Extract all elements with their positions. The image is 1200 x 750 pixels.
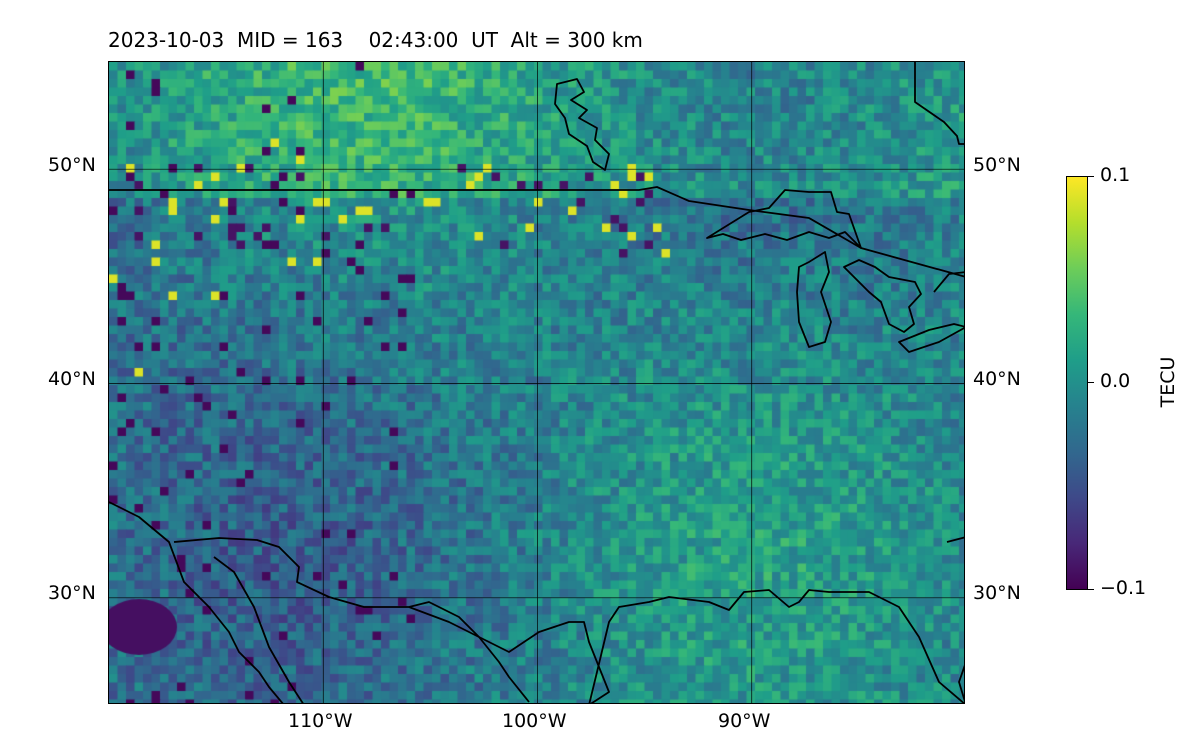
map-overlay (109, 62, 964, 703)
hudson-bay-coast (914, 62, 964, 145)
colorbar-label-max: 0.1 (1100, 164, 1131, 186)
gulf-coast-east (588, 589, 964, 703)
colorbar-label-min: −0.1 (1100, 577, 1147, 599)
lat-label-right-40: 40°N (973, 368, 1021, 390)
colorbar-tick-zero (1088, 382, 1094, 384)
lake-huron-coastline (843, 259, 922, 333)
mainland-mexico-coast (173, 537, 530, 703)
lon-label-90w: 90°W (718, 710, 771, 732)
lat-label-left-50: 50°N (48, 154, 96, 176)
lake-erie-coastline (898, 323, 964, 353)
colorbar-tick-max (1088, 176, 1094, 178)
lon-label-100w: 100°W (502, 710, 567, 732)
baja-peninsula-coast (213, 556, 304, 703)
colorbar (1066, 176, 1088, 590)
colorbar-label-zero: 0.0 (1100, 370, 1131, 392)
us-canada-border (109, 186, 964, 278)
colorbar-title: TECU (1157, 356, 1179, 408)
atlantic-coast (946, 536, 964, 702)
texas-gulf-coast (408, 606, 610, 703)
coastlines-and-borders (109, 62, 964, 703)
lat-label-left-30: 30°N (48, 582, 96, 604)
island-coastline (554, 78, 610, 171)
lat-label-right-50: 50°N (973, 154, 1021, 176)
northeast-coast (933, 271, 964, 293)
colorbar-tick-min (1088, 589, 1094, 591)
tec-map[interactable] (108, 61, 965, 704)
graticule (109, 62, 964, 703)
lat-label-right-30: 30°N (973, 582, 1021, 604)
lake-michigan-coastline (796, 251, 832, 348)
gulf-of-california-coast (109, 501, 284, 703)
lon-label-110w: 110°W (288, 710, 353, 732)
lat-label-left-40: 40°N (48, 368, 96, 390)
lake-superior-coastline (706, 189, 862, 249)
plot-title: 2023-10-03 MID = 163 02:43:00 UT Alt = 3… (108, 28, 643, 52)
